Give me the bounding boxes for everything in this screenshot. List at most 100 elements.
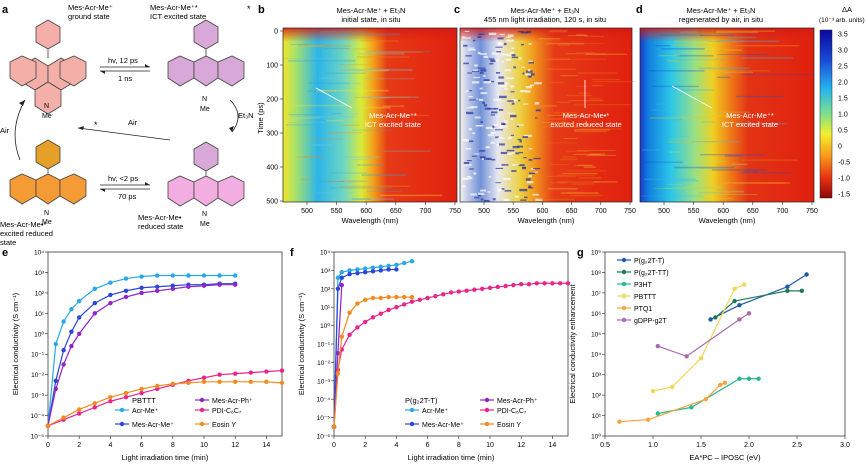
data-point — [402, 260, 407, 266]
reduced-n: N — [202, 211, 207, 218]
map-noise — [532, 168, 541, 170]
data-point — [155, 284, 160, 289]
data-point — [370, 315, 376, 320]
map-streak — [360, 106, 391, 109]
plot-g: 10⁰ 10¹ 10² 10³ 10⁴ 10⁵ 10⁶ 10⁷ 10⁸ 10⁹ 0.5 1.0 1.5 2… — [568, 250, 850, 463]
xtick-label: 2.0 — [744, 442, 754, 449]
data-point — [799, 288, 804, 294]
map-noise — [506, 54, 512, 57]
excited-reduced-desc2: state — [0, 238, 16, 247]
xtick-label: 2.5 — [792, 442, 802, 449]
map-streak — [320, 31, 367, 33]
map-noise — [466, 111, 474, 115]
data-point — [123, 276, 129, 281]
data-point — [386, 294, 391, 300]
map-noise — [463, 164, 472, 166]
colorbar-tick-label: -1.5 — [838, 192, 850, 199]
data-point — [339, 270, 344, 275]
map-streak — [698, 192, 724, 194]
map-noise — [519, 188, 528, 192]
data-point — [394, 305, 399, 310]
map-streak — [733, 182, 786, 184]
map-noise — [491, 158, 496, 161]
map-streak — [691, 141, 741, 143]
map-noise — [525, 85, 532, 89]
map-noise — [468, 128, 472, 131]
map-streak — [562, 172, 598, 175]
map-streak — [585, 53, 628, 56]
map-streak — [574, 131, 607, 133]
xtick-label: 8 — [457, 442, 461, 449]
data-point — [394, 294, 399, 300]
map-streak — [379, 194, 443, 197]
data-point — [77, 298, 82, 304]
data-point — [108, 394, 113, 400]
map-streak — [722, 71, 754, 73]
map-streak — [724, 154, 744, 157]
data-point — [708, 317, 713, 322]
data-point — [703, 397, 708, 402]
map-noise — [476, 98, 479, 100]
map-streak — [717, 54, 768, 55]
map-noise — [465, 55, 472, 57]
data-point — [217, 372, 222, 377]
map-noise — [527, 75, 532, 77]
data-point — [409, 299, 415, 304]
map-streak — [570, 194, 603, 197]
map-streak — [641, 149, 660, 151]
map-streak — [539, 198, 574, 201]
map-noise — [498, 143, 505, 146]
map-streak — [644, 161, 684, 163]
data-point — [378, 264, 383, 269]
excited-reduced-star: * — [94, 120, 98, 130]
ytick-label: 10⁻⁶ — [317, 434, 331, 441]
panel-letter-f: f — [290, 247, 294, 259]
map-noise — [503, 198, 510, 202]
map-streak — [579, 176, 602, 179]
map-streak — [348, 69, 413, 71]
map-noise — [485, 146, 490, 149]
map-noise — [506, 39, 514, 42]
map-noise — [474, 64, 478, 67]
map-streak — [661, 135, 690, 137]
data-point — [335, 351, 341, 356]
map-noise — [520, 90, 527, 93]
data-point — [186, 273, 191, 278]
map-noise — [528, 43, 532, 46]
map-noise — [501, 188, 505, 190]
legend-swatch-dot — [621, 305, 627, 311]
map-streak — [566, 191, 584, 194]
map-streak — [659, 54, 680, 57]
map-streak — [361, 96, 420, 98]
data-point — [542, 281, 547, 286]
legend-swatch-dot — [199, 421, 205, 427]
map-streak — [364, 78, 415, 80]
reduced-name: Mes-Acr-Me• — [138, 213, 182, 222]
map-noise — [511, 99, 517, 102]
colorbar-title2: (10⁻³ arb. units) — [819, 17, 865, 24]
map-streak — [654, 188, 708, 189]
xtick-label: 4 — [394, 442, 398, 449]
map-streak — [342, 182, 358, 183]
ytick-label: 10⁻⁴ — [31, 413, 45, 420]
map-ytick-label: 300 — [266, 131, 278, 138]
map-streak — [576, 34, 587, 36]
data-point — [487, 285, 493, 291]
map-streak — [673, 44, 721, 46]
map-d-title2: regenerated by air, in situ — [679, 15, 763, 24]
panel-letter-d: d — [636, 4, 643, 16]
data-point — [713, 315, 718, 320]
map-noise — [499, 33, 505, 36]
map-noise — [495, 136, 499, 139]
map-streak — [545, 175, 576, 177]
data-point — [77, 407, 82, 412]
map-noise — [468, 96, 474, 98]
map-streak — [332, 180, 357, 182]
map-noise — [474, 197, 480, 199]
xtick-label: 1.5 — [696, 442, 706, 449]
data-point — [650, 388, 656, 394]
map-streak — [328, 132, 362, 134]
data-point — [155, 383, 160, 389]
map-noise — [528, 185, 532, 188]
